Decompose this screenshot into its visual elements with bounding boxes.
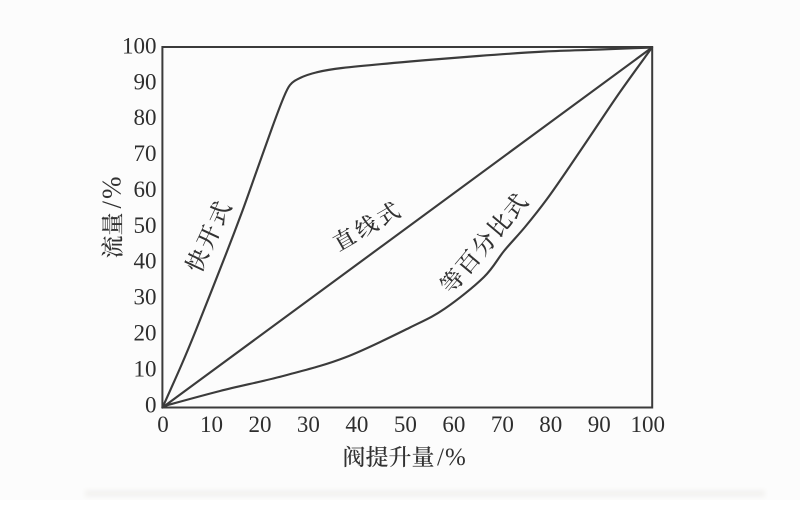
svg-text:90: 90: [588, 412, 611, 437]
svg-text:10: 10: [134, 356, 157, 381]
svg-text:40: 40: [345, 412, 368, 437]
svg-text:10: 10: [200, 412, 223, 437]
svg-text:70: 70: [491, 412, 514, 437]
svg-text:60: 60: [134, 177, 157, 202]
svg-text:60: 60: [442, 412, 465, 437]
svg-text:80: 80: [134, 105, 157, 130]
svg-text:0: 0: [157, 412, 169, 437]
svg-text:80: 80: [539, 412, 562, 437]
svg-text:100: 100: [122, 33, 157, 58]
svg-text:20: 20: [249, 412, 272, 437]
svg-text:30: 30: [297, 412, 320, 437]
svg-text:50: 50: [394, 412, 417, 437]
svg-text:70: 70: [134, 141, 157, 166]
svg-text:90: 90: [134, 69, 157, 94]
svg-text:100: 100: [631, 412, 666, 437]
svg-text:40: 40: [134, 249, 157, 274]
svg-text:50: 50: [134, 213, 157, 238]
svg-text:0: 0: [145, 392, 157, 417]
svg-text:20: 20: [134, 321, 157, 346]
svg-text:/%: /%: [437, 444, 467, 471]
svg-text:30: 30: [134, 285, 157, 310]
svg-text:/%: /%: [97, 175, 127, 209]
